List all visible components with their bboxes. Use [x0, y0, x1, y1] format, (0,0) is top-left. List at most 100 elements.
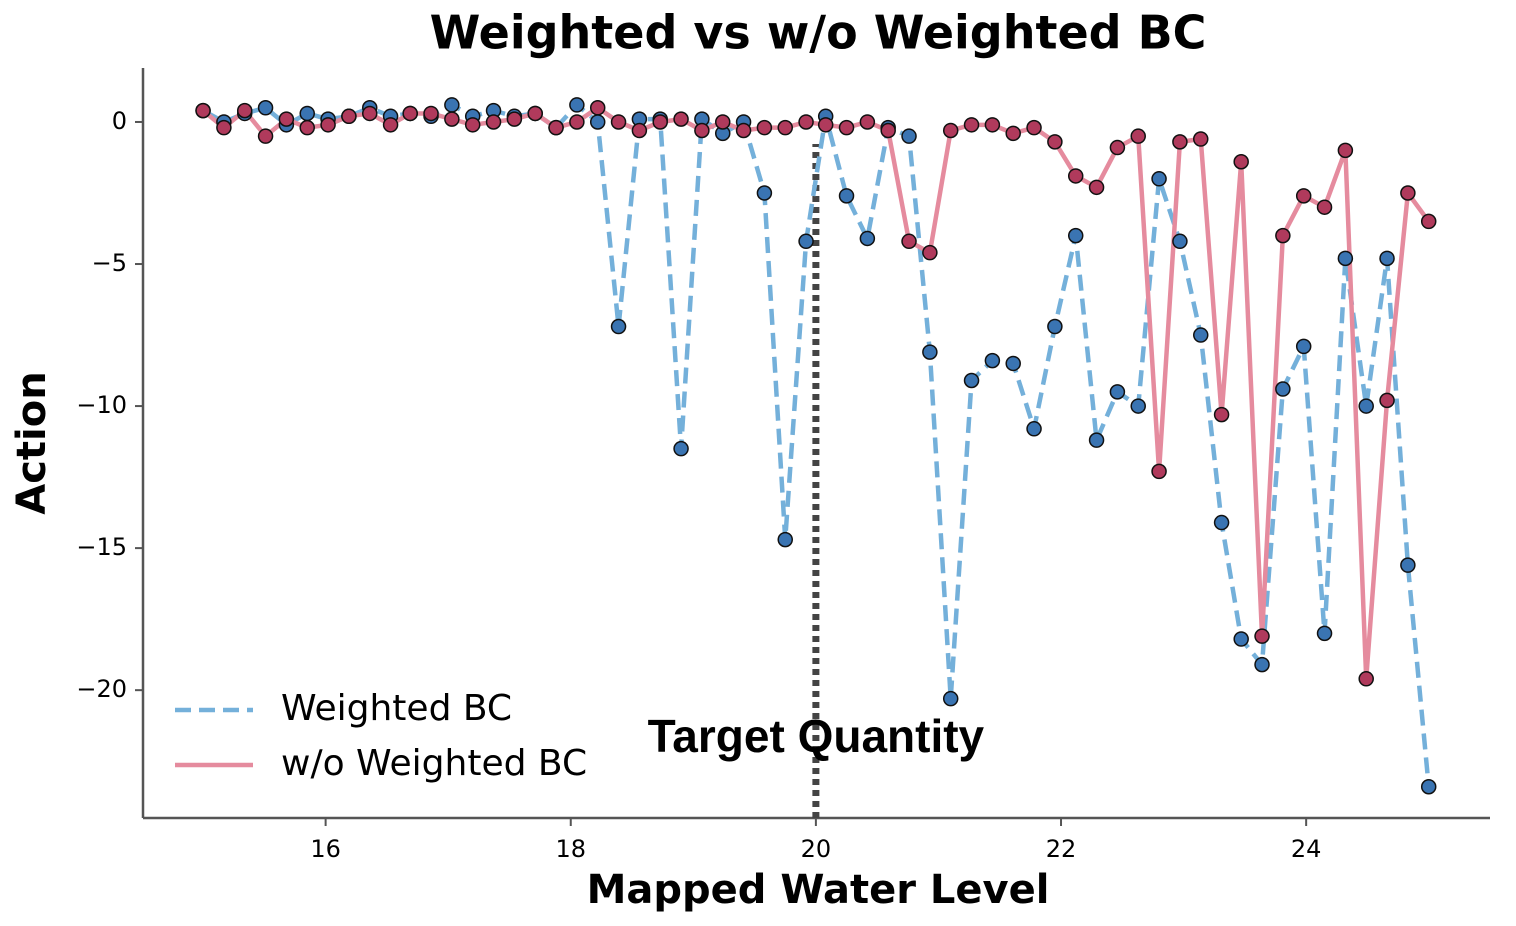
data-point — [880, 122, 896, 139]
x-tick-label: 24 — [1291, 835, 1322, 863]
data-point — [798, 114, 814, 130]
y-tick-label: −5 — [92, 249, 127, 277]
data-point — [1172, 233, 1188, 250]
data-point — [1337, 250, 1354, 267]
data-point — [278, 111, 295, 127]
data-point — [984, 352, 1001, 369]
data-point — [1130, 128, 1146, 144]
x-axis-label: Mapped Water Level — [587, 867, 1050, 913]
data-point — [777, 531, 793, 548]
data-point — [1005, 355, 1021, 372]
data-point — [1109, 384, 1126, 400]
legend-label: Weighted BC — [281, 688, 512, 729]
data-point — [673, 111, 689, 127]
data-point — [1316, 625, 1333, 642]
data-point — [464, 117, 481, 133]
data-point — [756, 185, 773, 201]
data-point — [1379, 250, 1395, 267]
data-point — [942, 690, 959, 707]
data-point — [1151, 171, 1167, 187]
data-point — [652, 114, 668, 130]
y-axis-label: Action — [9, 371, 55, 514]
x-tick-label: 20 — [801, 835, 832, 863]
data-point — [1233, 154, 1249, 170]
data-point — [1192, 327, 1209, 343]
data-point — [1067, 168, 1084, 184]
data-point — [817, 117, 834, 133]
data-point — [589, 100, 606, 116]
data-point — [1400, 557, 1416, 573]
data-point — [569, 97, 585, 113]
data-point — [1254, 656, 1270, 673]
data-point — [1026, 119, 1042, 136]
y-tick-label: −20 — [76, 675, 127, 703]
data-point — [1088, 179, 1105, 196]
data-point — [714, 114, 731, 130]
data-point — [1047, 318, 1063, 335]
data-point — [798, 233, 814, 250]
x-tick-label: 18 — [555, 835, 586, 863]
data-point — [1275, 381, 1291, 397]
data-point — [735, 122, 752, 139]
data-point — [756, 119, 773, 136]
data-point — [838, 188, 855, 204]
data-point — [1295, 188, 1312, 204]
data-point — [1316, 199, 1333, 215]
data-point — [1067, 227, 1084, 244]
target-label: Target Quantity — [648, 710, 985, 762]
data-point — [361, 105, 378, 122]
data-point — [901, 233, 917, 250]
data-point — [257, 128, 274, 144]
data-point — [1254, 628, 1270, 644]
data-point — [1213, 406, 1230, 423]
data-point — [485, 114, 502, 130]
data-point — [257, 100, 274, 116]
data-point — [1275, 227, 1291, 244]
data-point — [444, 97, 460, 113]
data-point — [402, 105, 418, 122]
data-point — [1172, 134, 1188, 150]
data-point — [569, 114, 585, 130]
data-point — [299, 119, 315, 136]
data-point — [838, 119, 855, 136]
data-point — [506, 111, 523, 127]
data-point — [610, 318, 627, 335]
data-point — [299, 105, 315, 122]
data-point — [1213, 514, 1230, 531]
data-point — [589, 114, 606, 130]
data-point — [1420, 213, 1437, 230]
data-point — [195, 102, 211, 119]
data-point — [216, 119, 232, 136]
data-point — [1109, 139, 1126, 156]
data-point — [341, 108, 357, 125]
data-point — [673, 440, 689, 457]
data-point — [548, 119, 564, 136]
data-point — [694, 122, 710, 139]
data-point — [922, 344, 938, 360]
y-tick-label: 0 — [112, 107, 127, 135]
data-point — [1047, 134, 1063, 150]
x-tick-label: 22 — [1046, 835, 1077, 863]
data-point — [963, 372, 980, 389]
data-point — [236, 102, 253, 119]
data-point — [1295, 338, 1312, 355]
data-point — [382, 117, 399, 133]
data-point — [1088, 432, 1105, 448]
y-tick-label: −10 — [76, 391, 127, 419]
data-point — [1233, 631, 1249, 647]
data-point — [320, 117, 336, 133]
chart-title: Weighted vs w/o Weighted BC — [430, 6, 1207, 60]
data-point — [859, 114, 876, 130]
data-point — [901, 128, 917, 144]
data-point — [777, 119, 793, 136]
data-point — [1192, 131, 1209, 147]
data-point — [610, 114, 627, 130]
data-point — [942, 122, 959, 139]
data-point — [1420, 779, 1437, 795]
data-point — [1337, 142, 1354, 159]
y-tick-label: −15 — [76, 533, 127, 561]
data-point — [1358, 398, 1374, 414]
data-point — [1130, 398, 1146, 414]
data-point — [1005, 125, 1021, 142]
